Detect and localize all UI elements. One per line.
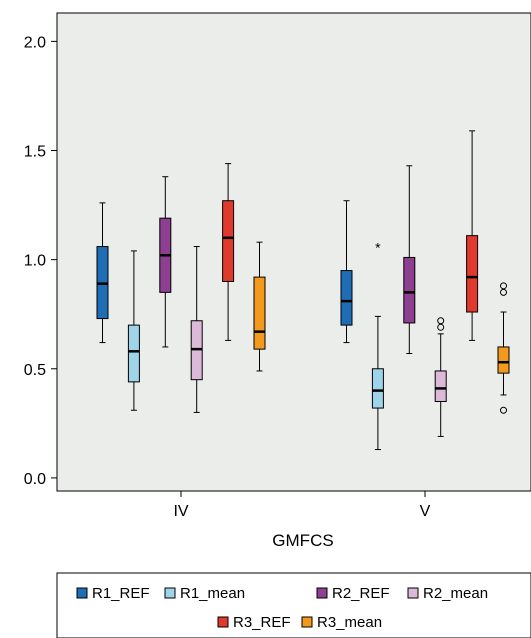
legend-label: R1_REF — [92, 585, 150, 602]
iqr-box — [497, 346, 510, 374]
legend-item-R1_REF: R1_REF — [76, 585, 150, 602]
x-tick-label: IV — [173, 503, 188, 520]
box-R2_mean-IV — [190, 246, 203, 413]
iqr-box — [340, 270, 353, 326]
box-R1_mean-IV — [127, 250, 140, 411]
box-R2_REF-IV — [159, 176, 172, 348]
y-tick-label: 1.0 — [24, 253, 46, 270]
box-R2_mean-V — [434, 317, 447, 437]
iqr-box — [127, 324, 140, 383]
box-R3_mean-V — [497, 282, 510, 414]
outlier-point — [500, 406, 507, 414]
legend-box — [56, 572, 531, 638]
box-R1_mean-V: * — [371, 240, 384, 451]
legend-swatch — [76, 587, 88, 599]
box-group: * — [96, 130, 510, 451]
box-R2_REF-V — [403, 165, 416, 354]
legend-label: R1_mean — [180, 585, 245, 602]
outlier-point — [500, 282, 507, 290]
iqr-box — [434, 370, 447, 403]
iqr-box — [222, 200, 235, 282]
legend-swatch — [164, 587, 176, 599]
legend-label: R2_mean — [423, 585, 488, 602]
legend-swatch — [301, 616, 313, 628]
legend-item-R2_mean: R2_mean — [407, 585, 488, 602]
x-axis: IV V — [173, 491, 431, 520]
box-R3_mean-IV — [253, 241, 266, 372]
legend-item-R3_mean: R3_mean — [301, 614, 382, 631]
box-R1_REF-IV — [96, 202, 109, 344]
outlier-point — [437, 317, 445, 325]
box-R3_REF-IV — [222, 163, 235, 341]
box-R3_REF-V — [466, 130, 479, 341]
box-R1_REF-V — [340, 200, 353, 344]
x-axis-title: GMFCS — [272, 531, 333, 550]
x-tick-label: V — [420, 503, 431, 520]
iqr-box — [371, 368, 384, 409]
legend: R1_REF R1_mean R2_REF R2_mean R3_REF R3_mean — [76, 585, 488, 631]
outlier-point — [437, 323, 445, 331]
plot-area — [56, 12, 531, 492]
iqr-box — [403, 256, 416, 324]
legend-label: R3_mean — [317, 614, 382, 631]
legend-swatch — [316, 587, 328, 599]
y-axis: 0.0 0.5 1.0 1.5 2.0 — [24, 34, 57, 488]
y-tick-label: 2.0 — [24, 34, 46, 51]
legend-swatch — [407, 587, 419, 599]
extreme-marker: * — [375, 240, 381, 256]
legend-swatch — [217, 616, 229, 628]
legend-label: R3_REF — [233, 614, 291, 631]
legend-label: R2_REF — [332, 585, 390, 602]
y-tick-label: 0.5 — [24, 362, 46, 379]
legend-item-R3_REF: R3_REF — [217, 614, 291, 631]
outlier-point — [500, 288, 507, 296]
y-tick-label: 1.5 — [24, 144, 46, 161]
legend-item-R2_REF: R2_REF — [316, 585, 390, 602]
y-tick-label: 0.0 — [24, 471, 46, 488]
iqr-box — [253, 276, 266, 350]
iqr-box — [466, 235, 479, 313]
legend-item-R1_mean: R1_mean — [164, 585, 245, 602]
